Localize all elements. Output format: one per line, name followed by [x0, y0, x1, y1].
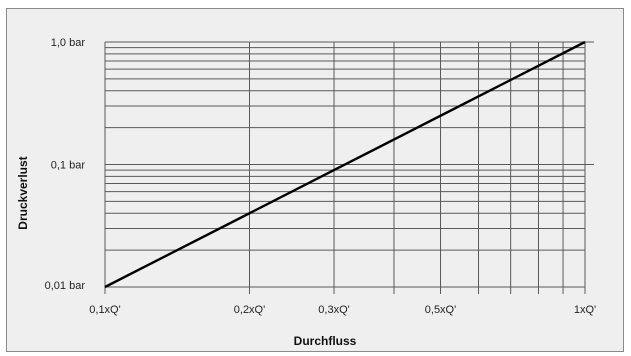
x-axis-title: Durchfluss	[294, 334, 357, 348]
x-tick-label: 0,1xQ'	[89, 304, 120, 316]
series-line	[104, 40, 586, 289]
tick-labels: 0,1xQ' 0,2xQ' 0,3xQ' 0,5xQ' 1xQ' 0,01 bar 0,1 …	[45, 37, 597, 316]
x-tick-label: 0,2xQ'	[234, 304, 265, 316]
series-group	[104, 40, 586, 289]
y-tick-label: 0,01 bar	[45, 280, 86, 292]
y-axis-title: Druckverlust	[16, 156, 30, 229]
x-tick-label: 0,3xQ'	[318, 304, 349, 316]
x-tick-label: 0,5xQ'	[425, 304, 456, 316]
x-tick-label: 1xQ'	[574, 304, 596, 316]
y-tick-label: 1,0 bar	[51, 37, 86, 49]
y-tick-label: 0,1 bar	[51, 160, 86, 172]
grid	[104, 41, 594, 294]
